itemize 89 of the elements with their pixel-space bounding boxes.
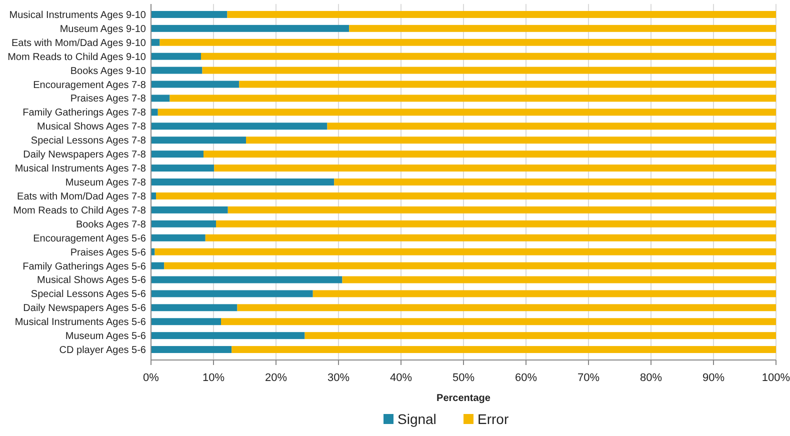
bar: [164, 262, 776, 270]
legend-label: Signal: [398, 411, 436, 427]
bar: [154, 248, 776, 256]
bar: [151, 346, 232, 354]
y-tick-label: Special Lessons Ages 5-6: [30, 289, 146, 300]
y-tick-label: Books Ages 9-10: [70, 66, 146, 77]
bar: [160, 38, 776, 46]
bar: [151, 24, 350, 32]
y-tick-label: Museum Ages 7-8: [65, 178, 146, 188]
bar: [214, 164, 776, 172]
y-tick-label: CD player Ages 5-6: [59, 345, 146, 356]
x-tick-label: 60%: [514, 372, 538, 384]
bar: [156, 192, 776, 200]
bar: [151, 164, 214, 172]
y-tick-label: Museum Ages 5-6: [65, 331, 146, 342]
bar: [205, 234, 776, 242]
bar: [239, 80, 776, 88]
y-tick-label: Praises Ages 5-6: [70, 247, 146, 258]
bar: [216, 220, 776, 228]
y-tick-label: Musical Shows Ages 7-8: [37, 122, 146, 133]
x-tick-label: 50%: [452, 372, 475, 384]
bar: [246, 136, 776, 144]
y-tick-label: Eats with Mom/Dad Ages 7-8: [17, 191, 146, 202]
x-tick-label: 100%: [762, 372, 790, 384]
x-tick-label: 70%: [577, 372, 600, 384]
bar: [151, 192, 156, 200]
bar: [151, 150, 204, 158]
bar: [237, 304, 776, 312]
bar: [151, 262, 164, 270]
bar: [342, 276, 776, 284]
x-axis-title: Percentage: [436, 393, 491, 404]
y-tick-label: Eats with Mom/Dad Ages 9-10: [11, 38, 146, 49]
x-tick-label: 90%: [702, 372, 725, 384]
bar: [227, 10, 776, 18]
bar: [151, 234, 206, 242]
bar: [151, 178, 334, 186]
bar: [151, 206, 228, 214]
bar: [151, 248, 155, 256]
y-tick-label: Family Gatherings Ages 5-6: [22, 261, 146, 272]
bar: [151, 318, 221, 326]
bar: [151, 304, 238, 312]
bar: [151, 80, 240, 88]
y-tick-label: Mom Reads to Child Ages 7-8: [13, 205, 146, 216]
x-tick-label: 10%: [202, 372, 225, 384]
x-tick-label: 0%: [143, 372, 160, 384]
bar: [349, 24, 776, 32]
bar: [151, 38, 160, 46]
bar: [151, 52, 201, 60]
bar: [151, 122, 328, 130]
bar: [304, 332, 776, 340]
bar: [151, 276, 342, 284]
bar: [334, 178, 776, 186]
y-tick-label: Special Lessons Ages 7-8: [30, 136, 146, 147]
x-tick-label: 30%: [327, 372, 350, 384]
bar: [202, 66, 776, 74]
bar: [151, 66, 202, 74]
y-tick-label: Daily Newspapers Ages 7-8: [23, 150, 146, 161]
y-tick-label: Musical Shows Ages 5-6: [37, 275, 146, 286]
y-tick-label: Museum Ages 9-10: [60, 24, 146, 35]
bar: [327, 122, 776, 130]
bar: [151, 332, 305, 340]
y-tick-label: Encouragement Ages 7-8: [33, 80, 146, 91]
x-tick-label: 20%: [264, 372, 288, 384]
bar: [151, 94, 170, 102]
bar: [312, 290, 776, 298]
bar: [158, 108, 776, 116]
bar: [170, 94, 776, 102]
y-tick-label: Mom Reads to Child Ages 9-10: [8, 52, 146, 63]
bar: [204, 150, 776, 158]
x-tick-label: 40%: [390, 372, 412, 384]
legend-label: Error: [478, 411, 509, 427]
y-tick-label: Musical Instruments Ages 7-8: [14, 164, 146, 175]
y-tick-label: Musical Instruments Ages 5-6: [14, 317, 146, 328]
x-tick-label: 80%: [640, 372, 662, 384]
bar: [151, 290, 313, 298]
bar: [151, 10, 228, 18]
bar: [201, 52, 776, 60]
y-tick-label: Books Ages 7-8: [76, 219, 146, 230]
bar: [228, 206, 776, 214]
y-tick-label: Daily Newspapers Ages 5-6: [23, 303, 146, 314]
bar: [151, 108, 158, 116]
bar: [221, 318, 776, 326]
y-tick-label: Musical Instruments Ages 9-10: [9, 10, 146, 21]
y-tick-label: Family Gatherings Ages 7-8: [22, 108, 146, 119]
bar: [151, 220, 216, 228]
y-tick-label: Praises Ages 7-8: [70, 94, 146, 105]
bar: [232, 346, 776, 354]
y-tick-label: Encouragement Ages 5-6: [33, 233, 146, 244]
bar: [151, 136, 246, 144]
